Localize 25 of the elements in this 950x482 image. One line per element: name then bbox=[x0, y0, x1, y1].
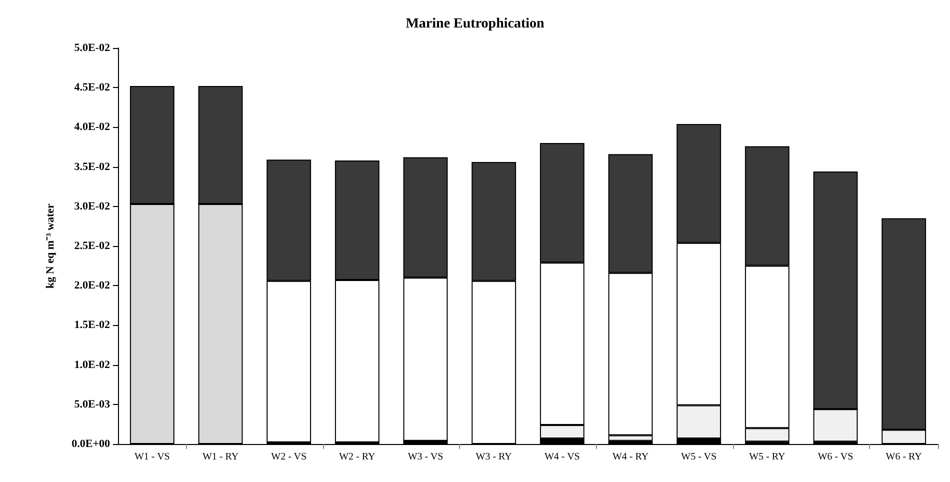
y-tick-label: 1.0E-02 bbox=[74, 358, 110, 371]
y-tick-label: 1.5E-02 bbox=[74, 319, 110, 332]
y-tick-label: 2.0E-02 bbox=[74, 280, 110, 292]
x-tick-label: W3 - VS bbox=[408, 452, 444, 462]
y-tick-label: 3.5E-02 bbox=[74, 160, 110, 173]
x-tick-label: W6 - VS bbox=[818, 452, 854, 462]
y-tick-label: 4.0E-02 bbox=[74, 121, 110, 134]
x-tick-label: W1 - RY bbox=[202, 452, 239, 462]
y-axis-title: kg N eq m⁻³ water bbox=[44, 203, 56, 288]
x-tick-label: W2 - RY bbox=[339, 452, 376, 462]
y-tick-label: 5.0E-02 bbox=[74, 42, 110, 54]
x-tick-label: W3 - RY bbox=[476, 452, 512, 462]
y-tick-label: 4.5E-02 bbox=[74, 82, 110, 94]
x-tick-label: W5 - RY bbox=[749, 452, 786, 462]
x-tick-label: W5 - VS bbox=[681, 452, 717, 462]
x-tick-label: W1 - VS bbox=[134, 452, 170, 462]
x-tick-label: W6 - RY bbox=[886, 452, 922, 462]
y-tick-label: 5.0E-03 bbox=[74, 398, 110, 410]
y-tick-label: 3.0E-02 bbox=[74, 200, 110, 212]
x-tick-label: W2 - VS bbox=[271, 452, 307, 462]
x-tick-label: W4 - VS bbox=[544, 452, 580, 462]
x-tick-label: W4 - RY bbox=[612, 452, 649, 462]
chart-title: Marine Eutrophication bbox=[406, 16, 545, 32]
y-tick-label: 0.0E+00 bbox=[72, 438, 110, 450]
y-tick-label: 2.5E-02 bbox=[74, 240, 110, 252]
